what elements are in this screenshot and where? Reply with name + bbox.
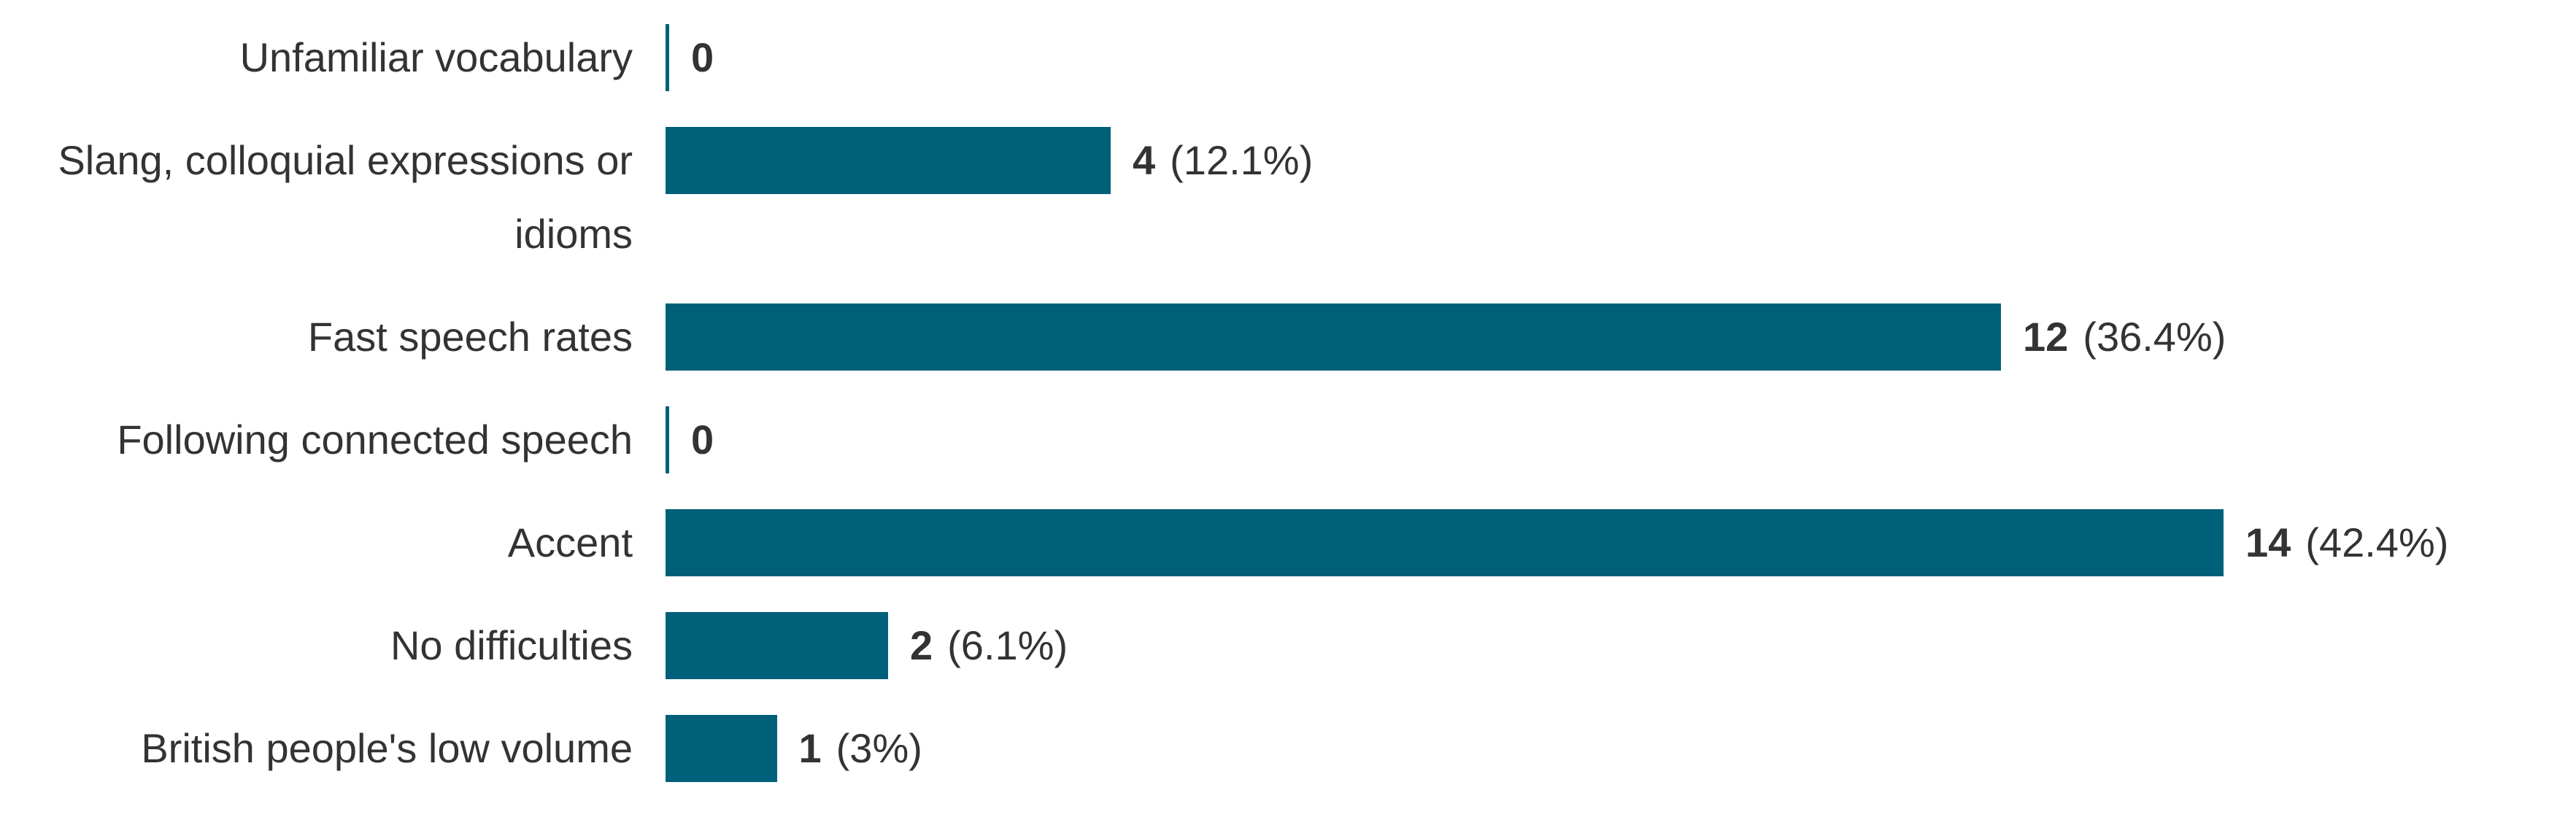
bar-row: Following connected speech 0 bbox=[0, 388, 2576, 491]
value-label: 14 bbox=[2245, 519, 2291, 565]
bar-row: British people's low volume 1 (3%) bbox=[0, 697, 2576, 800]
percent-label: (3%) bbox=[836, 725, 922, 771]
category-label-box: Slang, colloquial expressions or idioms bbox=[0, 123, 666, 271]
value-label: 0 bbox=[691, 34, 714, 80]
category-label-box: Accent bbox=[0, 506, 666, 579]
bar-area: 0 bbox=[666, 20, 714, 94]
value-label: 1 bbox=[798, 725, 822, 771]
value-label: 0 bbox=[691, 417, 714, 463]
value-label: 4 bbox=[1133, 137, 1156, 183]
bar-area: 0 bbox=[666, 403, 714, 476]
bar-area: 12 (36.4%) bbox=[666, 300, 2226, 374]
bar bbox=[666, 508, 2224, 576]
category-label: Slang, colloquial expressions or idioms bbox=[58, 137, 633, 257]
bar bbox=[666, 714, 777, 782]
category-label: No difficulties bbox=[390, 622, 633, 668]
bar-area: 14 (42.4%) bbox=[666, 506, 2448, 579]
bar bbox=[666, 611, 888, 679]
percent-label: (12.1%) bbox=[1170, 137, 1314, 183]
percent-label: (42.4%) bbox=[2305, 519, 2449, 565]
bar bbox=[666, 23, 669, 91]
category-label: Fast speech rates bbox=[307, 314, 633, 360]
category-label-box: Fast speech rates bbox=[0, 300, 666, 374]
bar-row: No difficulties 2 (6.1%) bbox=[0, 594, 2576, 697]
percent-label: (36.4%) bbox=[2083, 314, 2226, 360]
bar-area: 4 (12.1%) bbox=[666, 123, 1313, 197]
category-label: Accent bbox=[507, 519, 633, 565]
bar-row: Fast speech rates 12 (36.4%) bbox=[0, 285, 2576, 388]
value-label: 2 bbox=[910, 622, 933, 668]
bar bbox=[666, 406, 669, 473]
category-label: Following connected speech bbox=[117, 417, 633, 463]
category-label-box: Following connected speech bbox=[0, 403, 666, 476]
bar-row: Slang, colloquial expressions or idioms 4… bbox=[0, 109, 2576, 285]
percent-label: (6.1%) bbox=[947, 622, 1068, 668]
category-label-box: No difficulties bbox=[0, 608, 666, 682]
bar-row: Accent 14 (42.4%) bbox=[0, 491, 2576, 594]
category-label: Unfamiliar vocabulary bbox=[239, 34, 633, 80]
bar-area: 1 (3%) bbox=[666, 711, 922, 785]
bar bbox=[666, 126, 1111, 194]
category-label-box: Unfamiliar vocabulary bbox=[0, 20, 666, 94]
bar-row: Unfamiliar vocabulary 0 bbox=[0, 6, 2576, 109]
bar-area: 2 (6.1%) bbox=[666, 608, 1068, 682]
bar bbox=[666, 303, 2001, 371]
category-label-box: British people's low volume bbox=[0, 711, 666, 785]
category-label: British people's low volume bbox=[141, 725, 633, 771]
value-label: 12 bbox=[2023, 314, 2069, 360]
